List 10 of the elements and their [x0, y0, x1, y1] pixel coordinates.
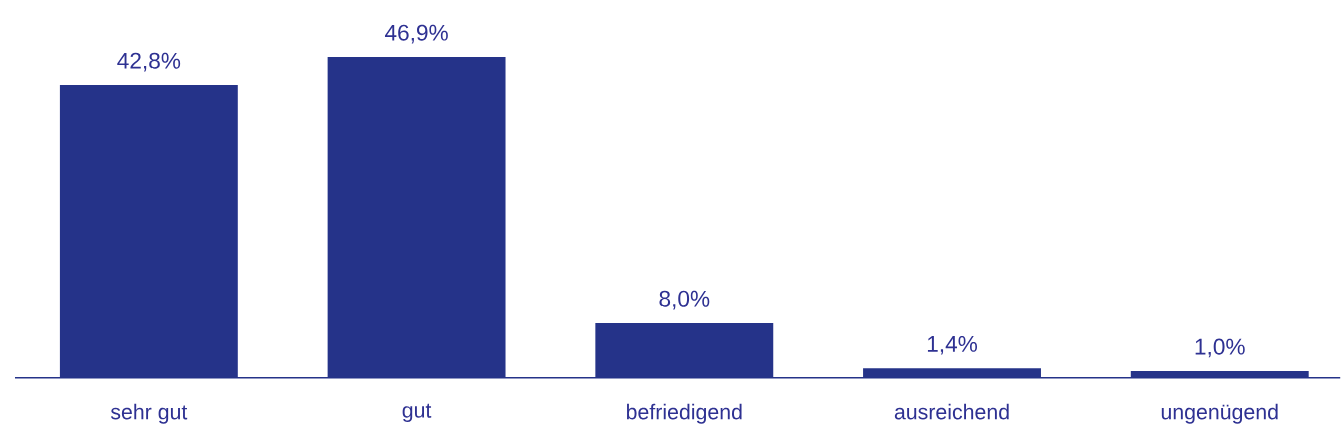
x-tick-label: befriedigend — [627, 403, 742, 424]
x-tick-label: sehr gut — [110, 403, 188, 424]
x-tick-label: ausreichend — [894, 403, 1009, 420]
x-tick-label: gut — [402, 403, 432, 423]
data-label: 46,9% — [384, 24, 448, 44]
x-tick-label: ungenügend — [1161, 403, 1278, 424]
data-label: 1,4% — [927, 336, 978, 355]
data-label: 8,0% — [659, 290, 710, 310]
data-label: 42,8% — [117, 52, 181, 72]
data-label: 1,0% — [1195, 338, 1245, 358]
